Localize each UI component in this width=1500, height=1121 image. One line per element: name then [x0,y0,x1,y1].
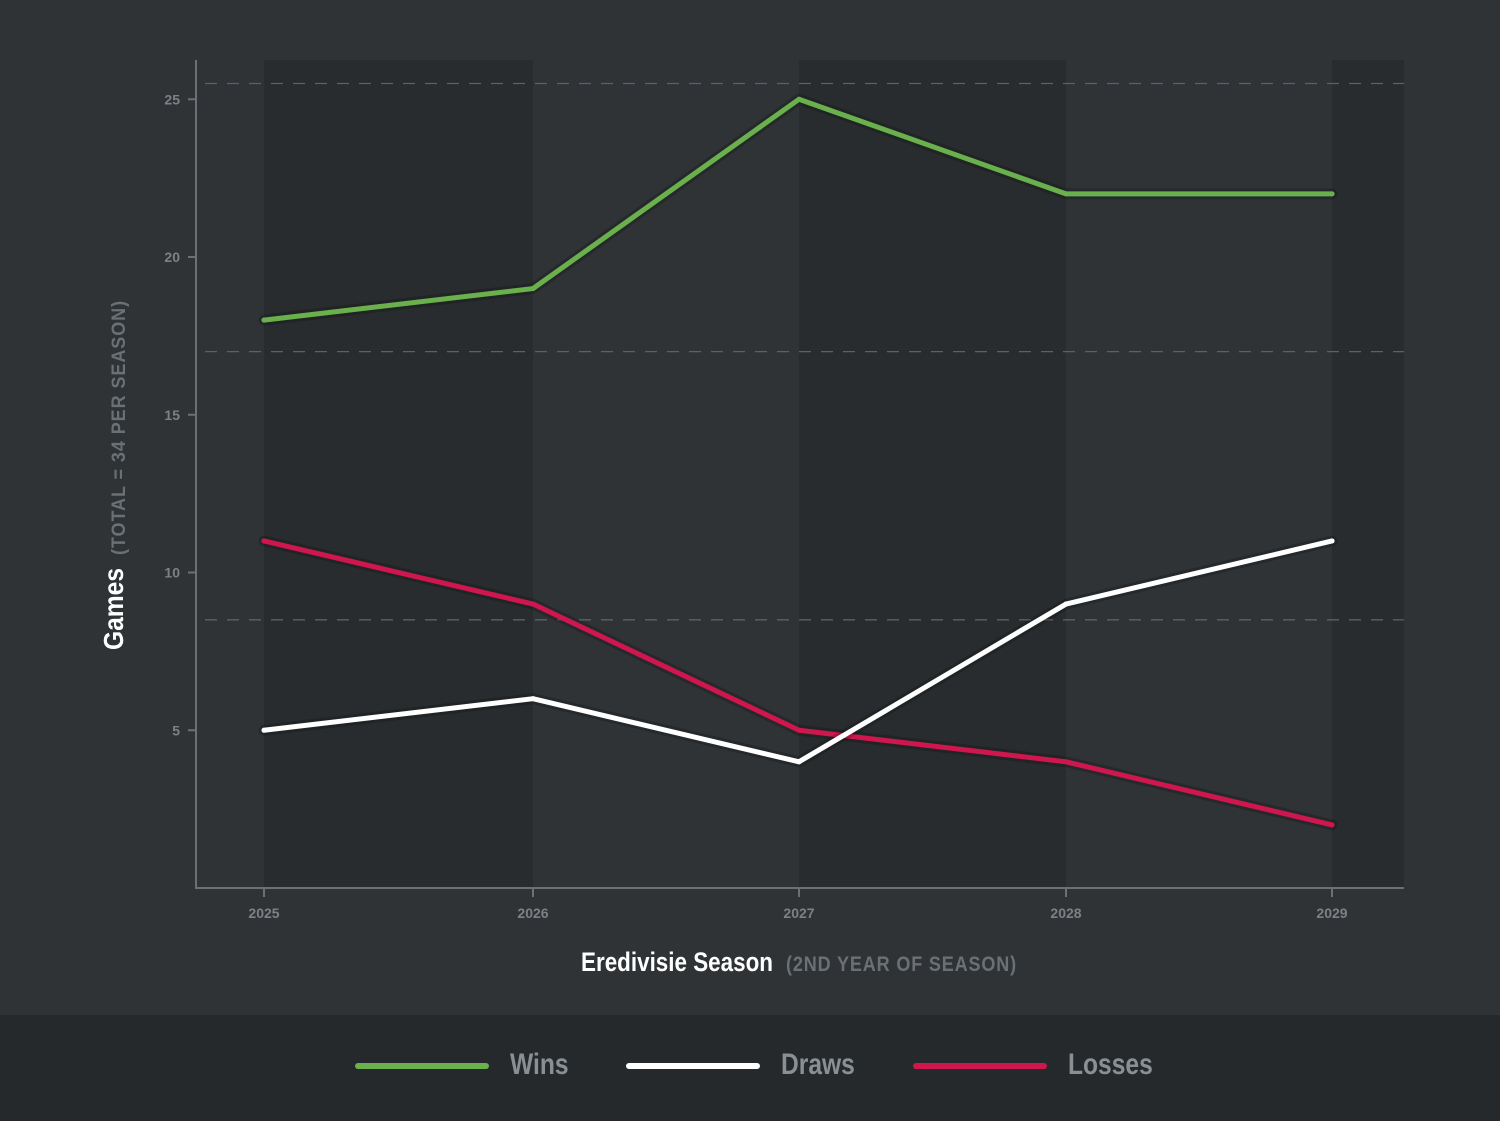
reference-lines [205,82,1404,621]
background-band [533,60,799,888]
data-point-losses [530,601,536,607]
data-point-wins [530,286,536,292]
x-tick-label: 2027 [783,905,814,921]
data-point-draws [1329,538,1335,544]
background-bands [196,60,1404,888]
x-tick-label: 2025 [248,905,279,921]
background-band [196,60,264,888]
legend-swatch [355,1063,489,1069]
x-axis-ticks: 2025 2026 2027 2028 2029 [248,888,1348,921]
y-tick-label: 10 [164,565,180,581]
legend-label: Wins [510,1048,569,1081]
data-point-losses [1063,759,1069,765]
data-point-draws [1063,601,1069,607]
legend-label: Draws [781,1048,855,1081]
background-band [1332,60,1404,888]
data-point-draws [261,727,267,733]
y-axis-note: (TOTAL = 34 PER SEASON) [109,300,130,555]
x-axis-title: Eredivisie Season [581,947,773,977]
data-point-wins [796,96,802,102]
series-lines [258,93,1338,831]
background-band [799,60,1066,888]
legend: Wins Draws Losses [0,1015,1500,1121]
legend-label: Losses [1068,1048,1153,1081]
background-band [264,60,533,888]
y-tick-label: 5 [172,722,180,738]
y-tick-label: 25 [164,91,180,107]
data-point-draws [796,759,802,765]
data-point-draws [530,696,536,702]
y-tick-label: 20 [164,249,180,265]
y-axis-ticks: 5 10 15 20 25 [164,91,196,738]
y-axis-title: Games [98,568,129,650]
data-point-wins [1063,191,1069,197]
legend-swatch [626,1063,760,1069]
legend-swatch [913,1063,1047,1069]
x-tick-label: 2026 [517,905,548,921]
x-tick-label: 2028 [1050,905,1081,921]
x-tick-label: 2029 [1316,905,1347,921]
data-point-losses [1329,822,1335,828]
y-tick-label: 15 [164,407,180,423]
data-point-wins [261,317,267,323]
x-axis-note: (2ND YEAR OF SEASON) [786,953,1017,976]
data-point-losses [261,538,267,544]
background-band [1066,60,1332,888]
data-point-losses [796,727,802,733]
data-point-wins [1329,191,1335,197]
